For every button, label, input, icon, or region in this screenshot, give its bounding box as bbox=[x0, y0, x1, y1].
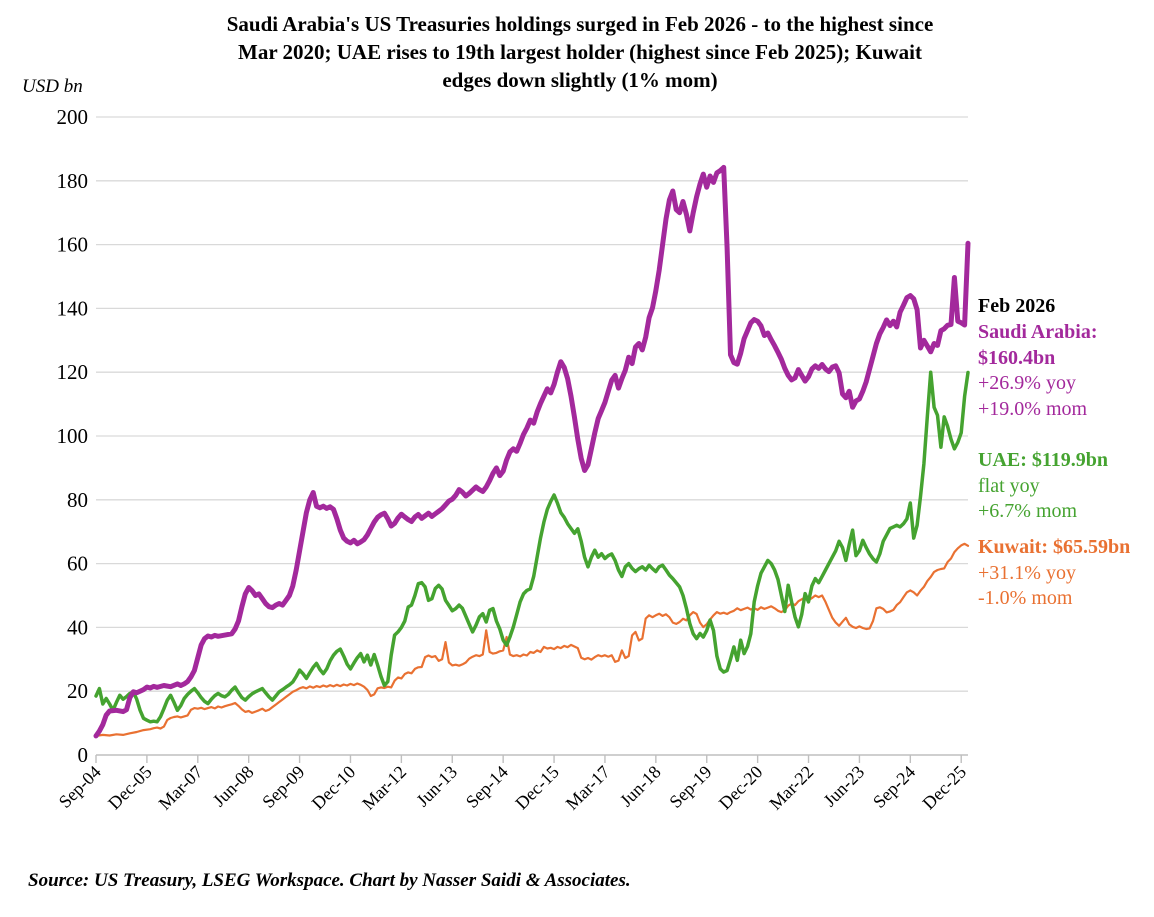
annotation-line: +19.0% mom bbox=[978, 397, 1088, 420]
x-axis-tick-label: Mar-07 bbox=[155, 762, 207, 814]
annotation-line: Kuwait: $65.59bn bbox=[978, 536, 1131, 558]
annotation-kuwait: Kuwait: $65.59bn +31.1% yoy -1.0% mom bbox=[978, 535, 1154, 612]
y-axis-tick-label: 180 bbox=[57, 169, 89, 193]
x-axis-tick-label: Sep-19 bbox=[665, 762, 715, 812]
x-axis-tick-label: Dec-05 bbox=[104, 762, 156, 814]
y-axis-tick-label: 200 bbox=[57, 105, 89, 129]
y-axis-tick-label: 40 bbox=[67, 615, 88, 639]
x-axis-tick-label: Dec-25 bbox=[918, 762, 970, 814]
y-axis-tick-label: 100 bbox=[57, 424, 89, 448]
x-axis-tick-label: Mar-17 bbox=[562, 762, 614, 814]
chart-title-line-3: edges down slightly (1% mom) bbox=[442, 68, 718, 92]
x-axis-tick-label: Sep-24 bbox=[869, 762, 919, 812]
x-axis-tick-label: Mar-22 bbox=[765, 762, 817, 814]
y-axis-tick-label: 20 bbox=[67, 679, 88, 703]
annotation-line: UAE: $119.9bn bbox=[978, 449, 1109, 471]
x-axis-tick-label: Jun-08 bbox=[209, 762, 258, 811]
y-axis-tick-label: 140 bbox=[57, 296, 89, 320]
x-axis-tick-label: Dec-15 bbox=[511, 762, 563, 814]
annotation-uae: UAE: $119.9bn flat yoy +6.7% mom bbox=[978, 448, 1154, 525]
annotation-line: $160.4bn bbox=[978, 346, 1056, 369]
chart-title-line-1: Saudi Arabia's US Treasuries holdings su… bbox=[226, 12, 934, 36]
x-axis-tick-label: Dec-10 bbox=[308, 762, 360, 814]
annotation-line: +6.7% mom bbox=[978, 500, 1078, 522]
y-axis-tick-label: 60 bbox=[67, 552, 88, 576]
x-axis-tick-label: Mar-12 bbox=[358, 762, 410, 814]
x-axis-tick-label: Dec-20 bbox=[715, 762, 767, 814]
y-axis-tick-label: 80 bbox=[67, 488, 88, 512]
annotation-line: Saudi Arabia: bbox=[978, 321, 1098, 343]
chart-title: Saudi Arabia's US Treasuries holdings su… bbox=[60, 10, 1100, 94]
y-axis-tick-label: 0 bbox=[78, 743, 89, 767]
x-axis-tick-label: Sep-04 bbox=[55, 762, 105, 812]
x-axis-tick-label: Sep-14 bbox=[462, 762, 512, 812]
annotation-line: +31.1% yoy bbox=[978, 561, 1076, 584]
series-line-saudi-arabia bbox=[93, 164, 971, 739]
x-axis-tick-label: Jun-18 bbox=[616, 762, 665, 811]
x-axis-tick-label: Jun-13 bbox=[412, 762, 461, 811]
series-line-uae bbox=[94, 370, 970, 724]
chart-title-line-2: Mar 2020; UAE rises to 19th largest hold… bbox=[238, 40, 922, 64]
x-axis-tick-label: Sep-09 bbox=[258, 762, 308, 812]
x-axis-tick-label: Jun-23 bbox=[819, 762, 868, 811]
y-axis-tick-label: 120 bbox=[57, 360, 89, 384]
y-axis-tick-label: 160 bbox=[57, 233, 89, 257]
annotation-line: +26.9% yoy bbox=[978, 372, 1076, 394]
series-line-kuwait bbox=[94, 542, 970, 738]
annotation-saudi-arabia: Saudi Arabia: $160.4bn +26.9% yoy +19.0% mo… bbox=[978, 320, 1154, 422]
annotation-line: flat yoy bbox=[978, 474, 1040, 497]
annotation-date-label: Feb 2026 bbox=[978, 295, 1056, 317]
y-axis-unit-label: USD bn bbox=[22, 76, 83, 97]
annotation-line: -1.0% mom bbox=[978, 587, 1073, 609]
source-attribution: Source: US Treasury, LSEG Workspace. Cha… bbox=[28, 870, 631, 891]
